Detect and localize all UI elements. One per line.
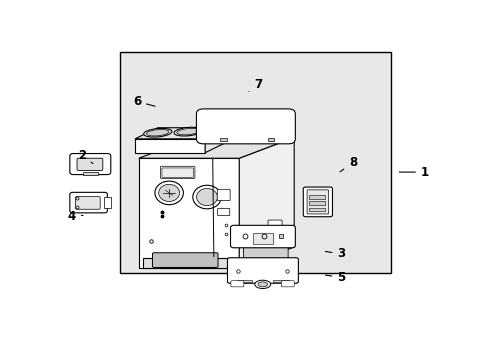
Ellipse shape: [146, 130, 169, 136]
FancyBboxPatch shape: [303, 187, 332, 217]
Bar: [309, 195, 325, 199]
Polygon shape: [135, 139, 205, 153]
Polygon shape: [239, 138, 294, 268]
Ellipse shape: [258, 282, 267, 287]
FancyBboxPatch shape: [77, 158, 102, 170]
Text: 2: 2: [78, 149, 93, 163]
Text: 1: 1: [399, 166, 428, 179]
Polygon shape: [135, 128, 227, 139]
Bar: [104, 197, 111, 208]
FancyBboxPatch shape: [281, 281, 294, 287]
Text: 6: 6: [133, 95, 155, 108]
Text: 7: 7: [248, 78, 262, 91]
FancyBboxPatch shape: [160, 166, 195, 179]
FancyBboxPatch shape: [306, 190, 328, 214]
Ellipse shape: [192, 185, 221, 209]
Text: 3: 3: [325, 247, 345, 260]
FancyBboxPatch shape: [266, 227, 284, 237]
Bar: [267, 138, 274, 141]
Polygon shape: [139, 158, 239, 268]
FancyBboxPatch shape: [196, 109, 295, 144]
FancyBboxPatch shape: [217, 189, 230, 201]
FancyBboxPatch shape: [217, 208, 229, 216]
Bar: [252, 233, 273, 244]
Text: 8: 8: [339, 156, 356, 172]
Ellipse shape: [155, 181, 183, 205]
Ellipse shape: [159, 184, 179, 202]
FancyBboxPatch shape: [70, 192, 107, 213]
Bar: [82, 172, 98, 175]
Bar: [273, 280, 288, 282]
Ellipse shape: [196, 188, 217, 206]
FancyBboxPatch shape: [230, 225, 295, 248]
Bar: [120, 51, 390, 273]
FancyBboxPatch shape: [162, 168, 193, 177]
FancyBboxPatch shape: [230, 281, 244, 287]
FancyBboxPatch shape: [75, 197, 100, 209]
Text: 5: 5: [325, 271, 345, 284]
Bar: [220, 138, 226, 141]
Ellipse shape: [143, 129, 171, 137]
Ellipse shape: [177, 129, 199, 135]
Polygon shape: [139, 138, 294, 158]
Ellipse shape: [174, 127, 202, 136]
FancyBboxPatch shape: [152, 253, 218, 267]
FancyBboxPatch shape: [227, 258, 298, 283]
FancyBboxPatch shape: [243, 243, 287, 261]
FancyBboxPatch shape: [70, 153, 111, 175]
Polygon shape: [142, 258, 235, 268]
Ellipse shape: [254, 280, 270, 288]
Text: 4: 4: [67, 210, 83, 223]
Bar: [236, 280, 251, 282]
Bar: [309, 202, 325, 205]
Polygon shape: [205, 128, 227, 153]
FancyBboxPatch shape: [267, 220, 282, 227]
Bar: [309, 208, 325, 211]
